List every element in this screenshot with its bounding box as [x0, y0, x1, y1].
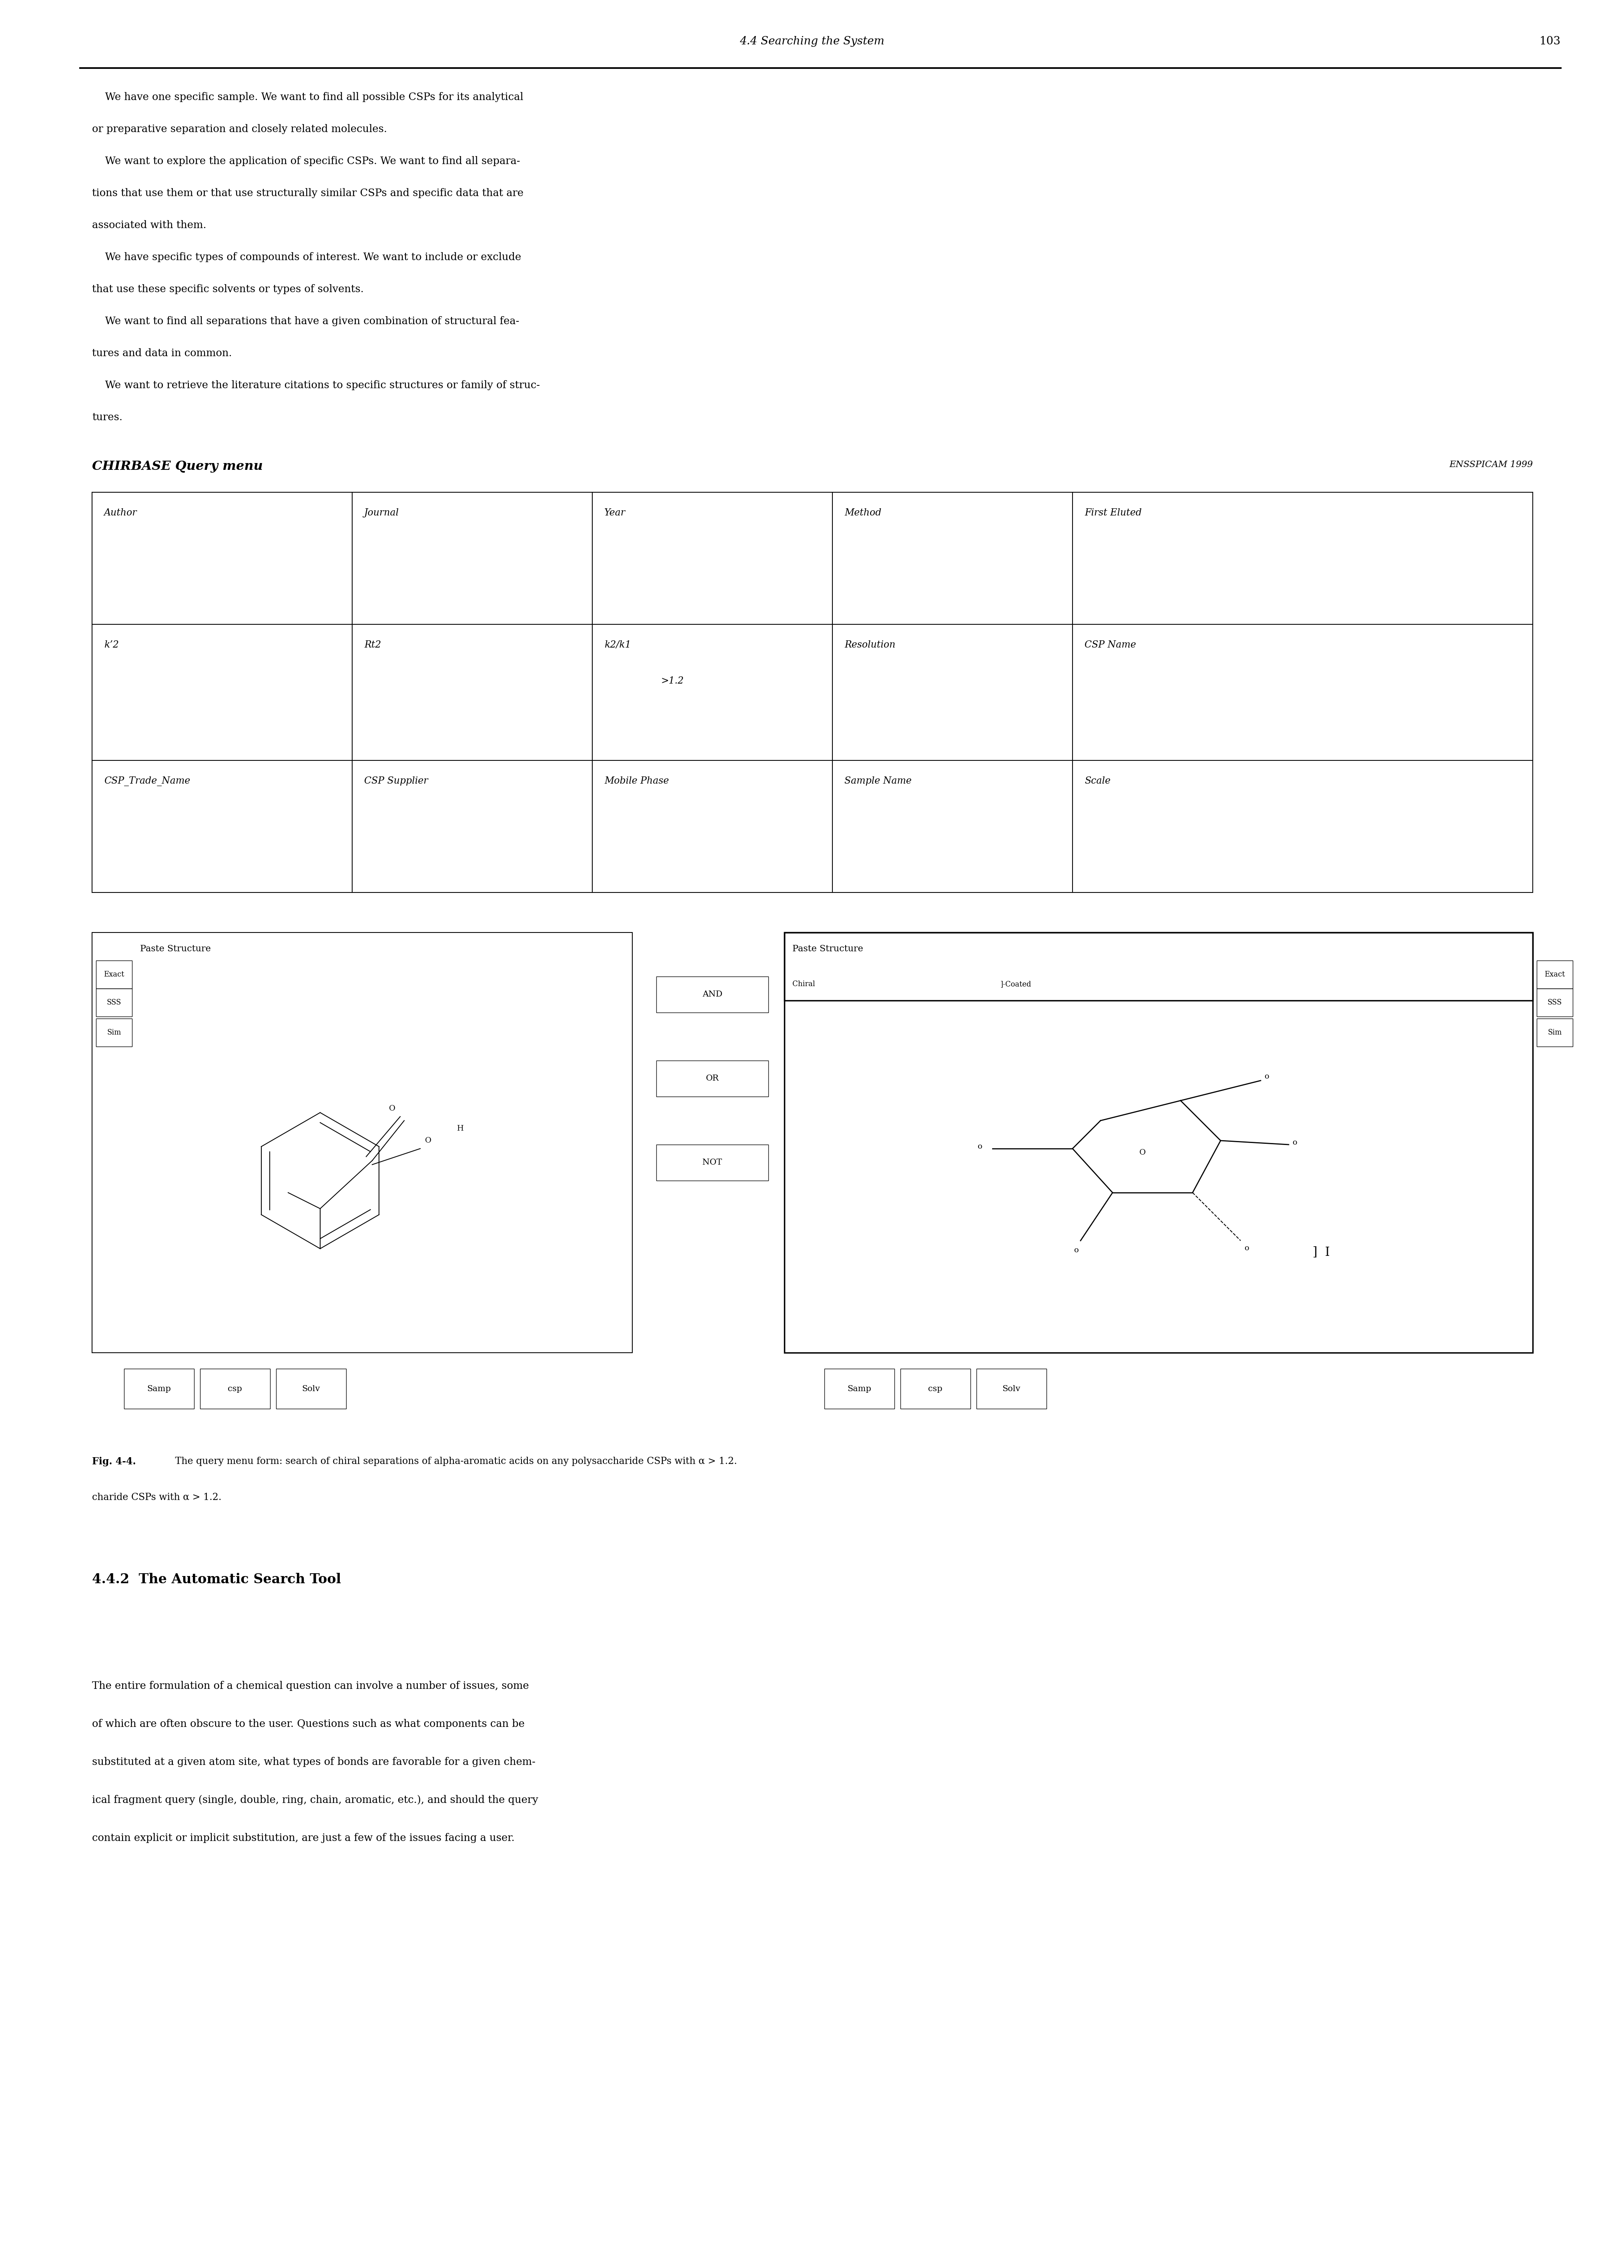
Text: o: o: [1244, 1245, 1249, 1252]
Bar: [276, 1368, 346, 1408]
Bar: [96, 989, 132, 1016]
Text: Method: Method: [844, 508, 882, 517]
Text: k’2: k’2: [104, 640, 119, 649]
Text: We have one specific sample. We want to find all possible CSPs for its analytica: We have one specific sample. We want to …: [93, 93, 523, 102]
Text: NOT: NOT: [703, 1159, 723, 1166]
Text: Solv: Solv: [302, 1386, 320, 1393]
Text: contain explicit or implicit substitution, are just a few of the issues facing a: contain explicit or implicit substitutio…: [93, 1833, 515, 1844]
Text: Fig. 4-4.: Fig. 4-4.: [93, 1456, 136, 1467]
Text: H: H: [456, 1125, 463, 1132]
Text: First Eluted: First Eluted: [1085, 508, 1142, 517]
Text: SSS: SSS: [1548, 998, 1562, 1007]
Text: ical fragment query (single, double, ring, chain, aromatic, etc.), and should th: ical fragment query (single, double, rin…: [93, 1794, 538, 1805]
Bar: [93, 932, 632, 1352]
Text: Exact: Exact: [1544, 971, 1566, 978]
Text: 4.4.2  The Automatic Search Tool: 4.4.2 The Automatic Search Tool: [93, 1572, 341, 1585]
Text: or preparative separation and closely related molecules.: or preparative separation and closely re…: [93, 125, 387, 134]
Text: We want to find all separations that have a given combination of structural fea-: We want to find all separations that hav…: [93, 315, 520, 327]
Text: o: o: [1293, 1139, 1298, 1145]
Bar: [656, 1061, 768, 1098]
Text: Paste Structure: Paste Structure: [793, 943, 862, 953]
Text: Paste Structure: Paste Structure: [140, 943, 211, 953]
Text: Author: Author: [104, 508, 136, 517]
Text: ]-Coated: ]-Coated: [1000, 980, 1031, 989]
Text: Samp: Samp: [848, 1386, 870, 1393]
Text: I: I: [1325, 1247, 1330, 1259]
Text: CSP Supplier: CSP Supplier: [364, 776, 429, 785]
Text: tions that use them or that use structurally similar CSPs and specific data that: tions that use them or that use structur…: [93, 188, 523, 197]
Text: Mobile Phase: Mobile Phase: [604, 776, 669, 785]
Bar: [1536, 989, 1572, 1016]
Text: tures.: tures.: [93, 413, 122, 422]
Text: csp: csp: [227, 1386, 242, 1393]
Text: CHIRBASE Query menu: CHIRBASE Query menu: [93, 460, 263, 472]
Text: of which are often obscure to the user. Questions such as what components can be: of which are often obscure to the user. …: [93, 1719, 525, 1728]
Text: Samp: Samp: [146, 1386, 171, 1393]
Text: o: o: [1073, 1247, 1078, 1254]
Bar: [1536, 1018, 1572, 1046]
Text: The entire formulation of a chemical question can involve a number of issues, so: The entire formulation of a chemical que…: [93, 1681, 529, 1692]
Bar: [200, 1368, 270, 1408]
Text: k2/k1: k2/k1: [604, 640, 632, 649]
Bar: [656, 978, 768, 1012]
Text: 103: 103: [1540, 36, 1561, 48]
Text: Sim: Sim: [107, 1030, 122, 1036]
Bar: [1536, 962, 1572, 989]
Text: that use these specific solvents or types of solvents.: that use these specific solvents or type…: [93, 284, 364, 295]
Text: OR: OR: [706, 1075, 719, 1082]
Text: AND: AND: [702, 991, 723, 998]
Text: >1.2: >1.2: [661, 676, 684, 685]
Text: Exact: Exact: [104, 971, 125, 978]
Text: SSS: SSS: [107, 998, 122, 1007]
Text: CSP Name: CSP Name: [1085, 640, 1137, 649]
Text: ENSSPICAM 1999: ENSSPICAM 1999: [1449, 460, 1533, 469]
Text: Year: Year: [604, 508, 625, 517]
Text: tures and data in common.: tures and data in common.: [93, 349, 232, 358]
Bar: [123, 1368, 195, 1408]
Text: The query menu form: search of chiral separations of alpha-aromatic acids on any: The query menu form: search of chiral se…: [172, 1456, 737, 1465]
Text: O: O: [1140, 1150, 1147, 1157]
Text: Sim: Sim: [1548, 1030, 1562, 1036]
Text: csp: csp: [927, 1386, 942, 1393]
Bar: [784, 932, 1533, 1000]
Bar: [96, 962, 132, 989]
Text: substituted at a given atom site, what types of bonds are favorable for a given : substituted at a given atom site, what t…: [93, 1758, 536, 1767]
Text: Chiral: Chiral: [793, 980, 815, 989]
Text: o: o: [1265, 1073, 1270, 1080]
Text: Resolution: Resolution: [844, 640, 895, 649]
Bar: [784, 932, 1533, 1352]
Text: charide CSPs with α > 1.2.: charide CSPs with α > 1.2.: [93, 1492, 221, 1501]
Bar: [656, 1145, 768, 1182]
Text: 4.4 Searching the System: 4.4 Searching the System: [739, 36, 885, 48]
Text: o: o: [978, 1143, 983, 1150]
Text: ]: ]: [1312, 1247, 1317, 1259]
Text: Scale: Scale: [1085, 776, 1111, 785]
Text: We want to retrieve the literature citations to specific structures or family of: We want to retrieve the literature citat…: [93, 381, 539, 390]
Text: Sample Name: Sample Name: [844, 776, 911, 785]
Bar: [825, 1368, 895, 1408]
Bar: [976, 1368, 1046, 1408]
Text: associated with them.: associated with them.: [93, 220, 206, 229]
Text: Solv: Solv: [1002, 1386, 1020, 1393]
Text: O: O: [390, 1105, 395, 1111]
Text: CSP_Trade_Name: CSP_Trade_Name: [104, 776, 190, 787]
Text: We have specific types of compounds of interest. We want to include or exclude: We have specific types of compounds of i…: [93, 252, 521, 263]
Bar: [96, 1018, 132, 1046]
Bar: [900, 1368, 971, 1408]
Text: O: O: [425, 1136, 432, 1143]
Text: We want to explore the application of specific CSPs. We want to find all separa-: We want to explore the application of sp…: [93, 156, 520, 166]
Text: Journal: Journal: [364, 508, 400, 517]
Text: Rt2: Rt2: [364, 640, 382, 649]
